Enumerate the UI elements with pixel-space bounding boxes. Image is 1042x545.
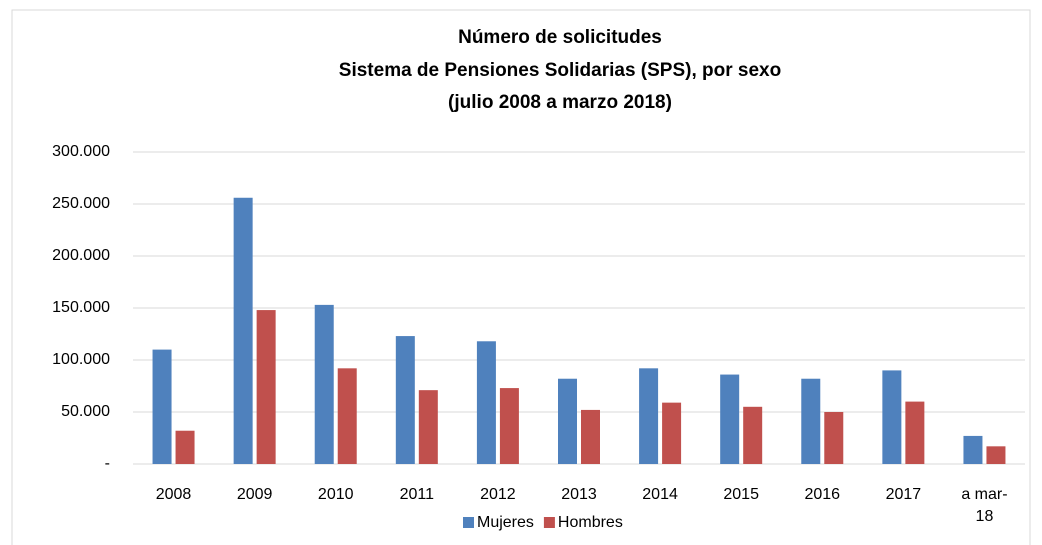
legend-swatch <box>463 517 474 528</box>
legend-label: Mujeres <box>477 514 534 531</box>
x-tick-label: 2017 <box>885 486 922 503</box>
bar <box>905 401 925 464</box>
y-tick-label: 200.000 <box>52 247 110 264</box>
bar <box>963 435 983 464</box>
bar <box>801 378 821 464</box>
bar <box>395 336 415 464</box>
x-tick-label: 2013 <box>561 486 597 503</box>
bar <box>558 378 577 464</box>
y-tick-label: - <box>105 455 110 472</box>
y-tick-label: 50.000 <box>61 403 110 420</box>
chart-title: Sistema de Pensiones Solidarias (SPS), p… <box>339 60 781 81</box>
bar <box>476 341 496 464</box>
bar <box>882 370 902 464</box>
bar <box>662 402 682 464</box>
legend-swatch <box>543 517 555 528</box>
x-tick-label: 2016 <box>804 486 841 503</box>
bar <box>314 304 334 464</box>
x-tick-label: 2009 <box>236 486 273 503</box>
bar <box>720 374 740 464</box>
x-tick-label: 2010 <box>317 486 354 503</box>
chart-title: Número de solicitudes <box>458 27 662 48</box>
bar <box>639 368 659 464</box>
x-tick-label: 2011 <box>399 486 435 503</box>
bar <box>581 409 600 464</box>
bar <box>743 406 763 464</box>
x-tick-label: 2015 <box>723 486 759 503</box>
bar <box>824 412 844 464</box>
bar <box>175 430 195 464</box>
x-tick-label: 2014 <box>642 486 678 503</box>
y-tick-label: 100.000 <box>52 351 110 368</box>
bar <box>337 368 357 464</box>
chart-title: (julio 2008 a marzo 2018) <box>448 92 672 113</box>
x-tick-label: 2008 <box>155 486 192 503</box>
y-tick-label: 300.000 <box>52 143 110 160</box>
bar <box>233 197 253 464</box>
bar <box>418 390 438 464</box>
y-tick-label: 250.000 <box>52 195 110 212</box>
bar <box>986 446 1006 464</box>
bar <box>499 388 519 464</box>
y-tick-label: 150.000 <box>52 299 110 316</box>
legend-label: Hombres <box>558 514 623 531</box>
bar <box>256 310 276 464</box>
chart-border <box>11 9 1031 545</box>
x-tick-label: 2012 <box>480 486 516 503</box>
x-tick-label: a mar-18 <box>961 486 1008 525</box>
bar <box>152 349 172 464</box>
